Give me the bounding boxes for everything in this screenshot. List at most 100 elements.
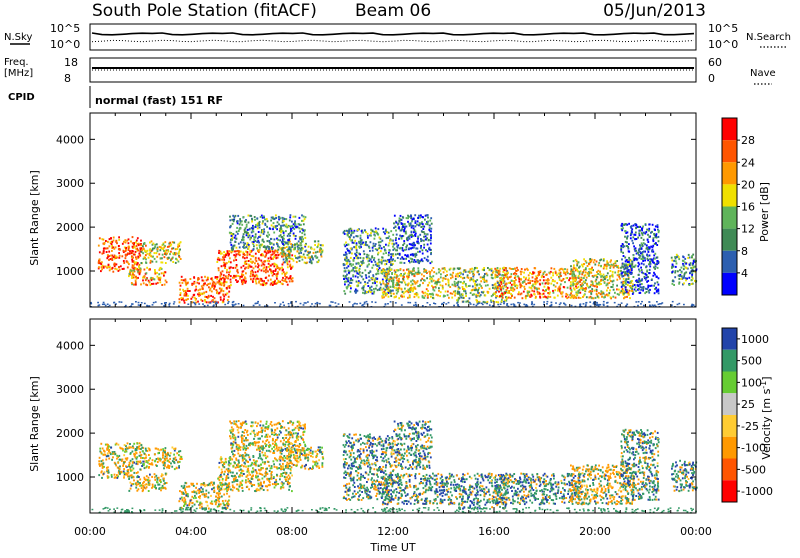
range-cell	[119, 459, 121, 461]
range-cell	[179, 294, 181, 296]
range-cell	[157, 276, 159, 278]
range-cell	[635, 265, 637, 267]
range-cell	[262, 220, 264, 222]
range-cell	[166, 253, 168, 255]
range-cell	[201, 276, 203, 278]
range-cell	[622, 227, 624, 229]
range-cell	[518, 281, 520, 283]
range-cell	[286, 226, 288, 228]
range-cell	[381, 263, 383, 265]
range-cell	[184, 293, 186, 295]
range-cell	[422, 228, 424, 230]
range-cell	[157, 248, 159, 250]
range-cell	[257, 225, 259, 227]
range-cell	[311, 248, 313, 250]
range-cell	[353, 259, 355, 261]
range-cell	[166, 457, 168, 459]
range-cell	[290, 268, 292, 270]
range-cell	[163, 246, 165, 248]
range-cell	[310, 259, 312, 261]
range-cell	[525, 283, 527, 285]
nave-label: Nave	[750, 68, 776, 79]
range-cell	[378, 259, 380, 261]
range-cell	[206, 301, 208, 303]
range-cell	[292, 246, 294, 248]
range-cell	[523, 291, 525, 293]
range-cell	[298, 252, 300, 254]
range-cell	[155, 301, 157, 303]
range-cell	[282, 237, 284, 239]
range-cell	[637, 237, 639, 239]
range-cell	[234, 304, 236, 306]
range-cell	[473, 304, 475, 306]
range-cell	[604, 296, 606, 298]
range-cell	[570, 265, 572, 267]
range-cell	[98, 266, 100, 268]
range-cell	[405, 291, 407, 293]
range-cell	[674, 276, 676, 278]
range-cell	[141, 262, 143, 264]
range-cell	[264, 260, 266, 262]
range-cell	[135, 284, 137, 286]
range-cell	[277, 254, 279, 256]
range-cell	[439, 295, 441, 297]
range-cell	[343, 290, 345, 292]
range-cell	[600, 273, 602, 275]
range-cell	[235, 259, 237, 261]
range-cell	[251, 266, 253, 268]
range-cell	[624, 257, 626, 259]
range-cell	[438, 271, 440, 273]
range-cell	[234, 257, 236, 259]
range-cell	[542, 273, 544, 275]
range-cell	[132, 447, 134, 449]
station-title: South Pole Station (fitACF)	[92, 1, 317, 21]
range-cell	[530, 294, 532, 296]
range-cell	[282, 277, 284, 279]
range-cell	[242, 246, 244, 248]
range-cell	[222, 300, 224, 302]
range-cell	[206, 296, 208, 298]
range-cell	[514, 297, 516, 299]
range-cell	[440, 273, 442, 275]
range-cell	[356, 281, 358, 283]
range-cell	[168, 257, 170, 259]
range-cell	[425, 269, 427, 271]
range-cell	[113, 264, 115, 266]
range-cell	[223, 281, 225, 283]
range-cell	[286, 272, 288, 274]
range-cell	[317, 303, 319, 305]
colorbar-segment	[722, 118, 737, 140]
range-cell	[295, 235, 297, 237]
beam-label: Beam 06	[355, 1, 431, 21]
range-cell	[634, 284, 636, 286]
range-cell	[304, 250, 306, 252]
range-cell	[130, 460, 132, 462]
range-cell	[503, 267, 505, 269]
range-cell	[289, 276, 291, 278]
range-cell	[391, 240, 393, 242]
range-cell	[348, 270, 350, 272]
range-cell	[435, 287, 437, 289]
range-cell	[235, 235, 237, 237]
range-cell	[319, 249, 321, 251]
range-cell	[451, 274, 453, 276]
range-cell	[403, 258, 405, 260]
range-cell	[154, 246, 156, 248]
range-cell	[243, 244, 245, 246]
range-cell	[277, 249, 279, 251]
range-cell	[177, 246, 179, 248]
range-cell	[610, 296, 612, 298]
range-cell	[318, 240, 320, 242]
range-cell	[350, 228, 352, 230]
range-cell	[378, 252, 380, 254]
range-cell	[649, 265, 651, 267]
range-cell	[529, 282, 531, 284]
range-cell	[386, 284, 388, 286]
range-cell	[456, 273, 458, 275]
range-cell	[373, 243, 375, 245]
range-cell	[348, 272, 350, 274]
range-cell	[109, 245, 111, 247]
range-cell	[429, 220, 431, 222]
range-cell	[479, 295, 481, 297]
range-cell	[649, 261, 651, 263]
